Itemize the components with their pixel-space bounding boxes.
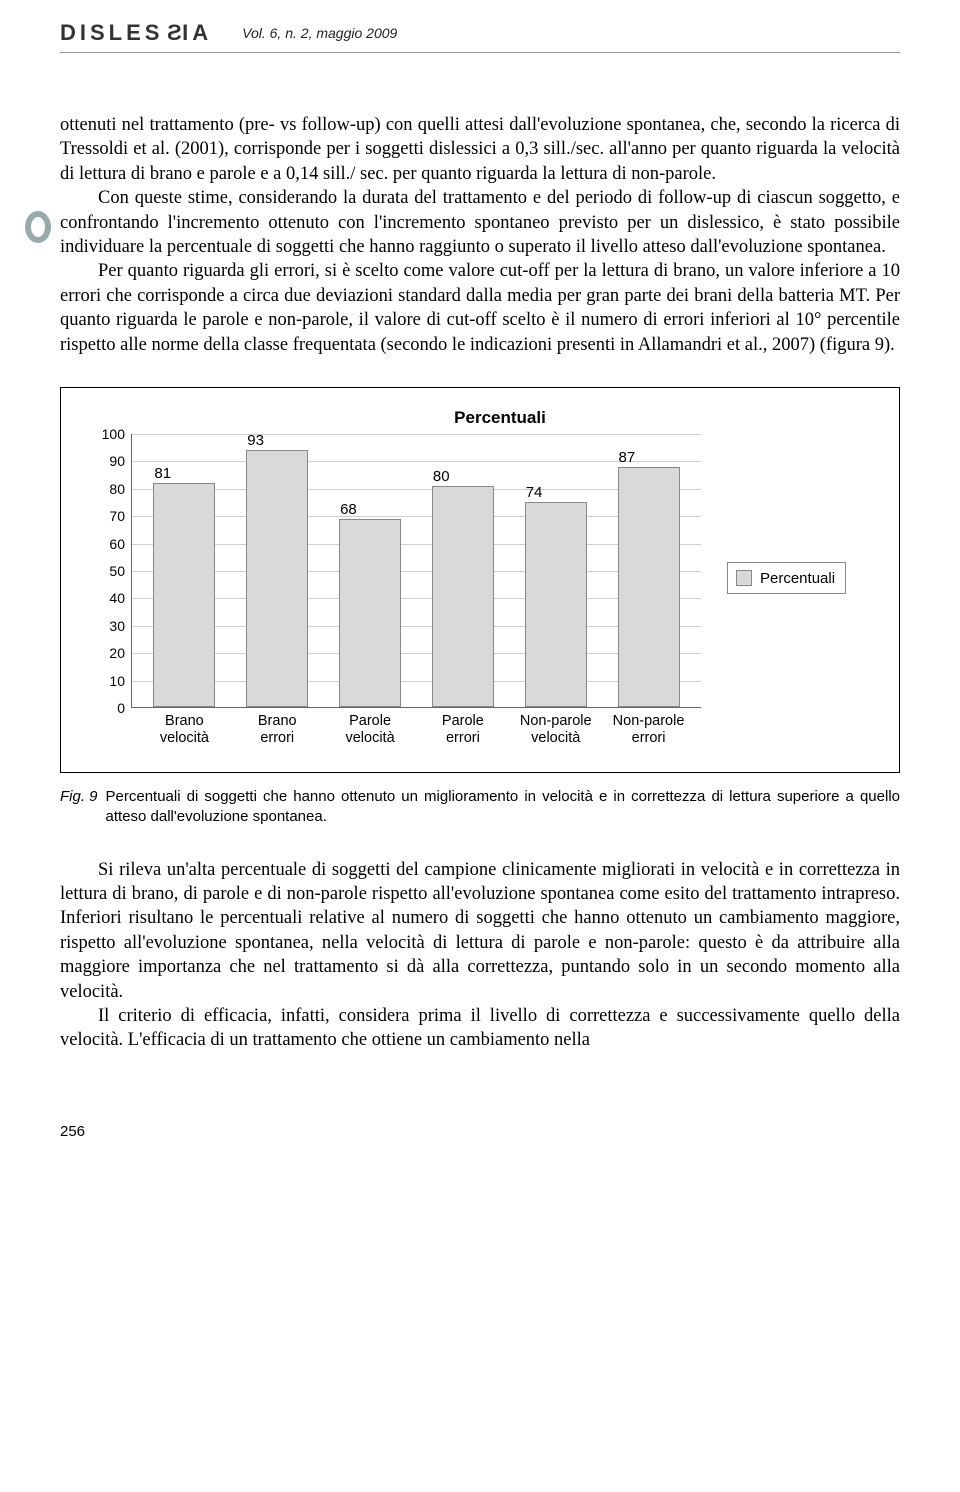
y-tick-label: 30: [85, 618, 125, 634]
paragraph-1: ottenuti nel trattamento (pre- vs follow…: [60, 113, 900, 186]
page-number: 256: [60, 1123, 900, 1140]
figure-9-container: Percentuali 81Branovelocità93Branoerrori…: [60, 387, 900, 773]
body-text-block-1: ottenuti nel trattamento (pre- vs follow…: [60, 113, 900, 357]
figure-9-caption: Fig. 9 Percentuali di soggetti che hanno…: [60, 787, 900, 828]
chart-bar: 93: [246, 450, 308, 707]
chart-bar: 87: [618, 467, 680, 707]
paragraph-5: Il criterio di efficacia, infatti, consi…: [60, 1004, 900, 1053]
y-tick-label: 0: [85, 700, 125, 716]
journal-logo: DISLESSIA: [60, 20, 212, 46]
y-tick-label: 90: [85, 453, 125, 469]
page-header: DISLESSIA Vol. 6, n. 2, maggio 2009: [60, 20, 900, 53]
caption-number: Fig. 9: [60, 787, 98, 807]
y-tick-label: 40: [85, 590, 125, 606]
x-tick-label: Non-paroleerrori: [589, 713, 709, 748]
chart-bar: 74: [525, 502, 587, 707]
bar-value-label: 87: [619, 449, 636, 466]
chart-bar: 68: [339, 519, 401, 707]
paragraph-3: Per quanto riguarda gli errori, si è sce…: [60, 259, 900, 357]
body-text-block-2: Si rileva un'alta percentuale di soggett…: [60, 858, 900, 1053]
bar-value-label: 93: [247, 432, 264, 449]
legend-swatch-icon: [736, 570, 752, 586]
y-tick-label: 50: [85, 563, 125, 579]
y-tick-label: 100: [85, 426, 125, 442]
bar-value-label: 81: [154, 465, 171, 482]
bar-value-label: 80: [433, 468, 450, 485]
y-tick-label: 60: [85, 536, 125, 552]
caption-text: Percentuali di soggetti che hanno ottenu…: [106, 787, 900, 828]
bar-value-label: 68: [340, 501, 357, 518]
margin-ring-icon: [24, 210, 52, 244]
y-tick-label: 10: [85, 673, 125, 689]
chart-bar: 81: [153, 483, 215, 707]
y-tick-label: 20: [85, 645, 125, 661]
legend-label: Percentuali: [760, 570, 835, 587]
y-tick-label: 80: [85, 481, 125, 497]
chart-legend: Percentuali: [727, 562, 846, 594]
bar-chart: 81Branovelocità93Branoerrori68Parolevelo…: [81, 434, 701, 754]
chart-title: Percentuali: [121, 408, 879, 428]
paragraph-4: Si rileva un'alta percentuale di soggett…: [60, 858, 900, 1004]
paragraph-2: Con queste stime, considerando la durata…: [60, 186, 900, 259]
bar-value-label: 74: [526, 484, 543, 501]
issue-info: Vol. 6, n. 2, maggio 2009: [242, 25, 397, 41]
y-tick-label: 70: [85, 508, 125, 524]
chart-bar: 80: [432, 486, 494, 707]
